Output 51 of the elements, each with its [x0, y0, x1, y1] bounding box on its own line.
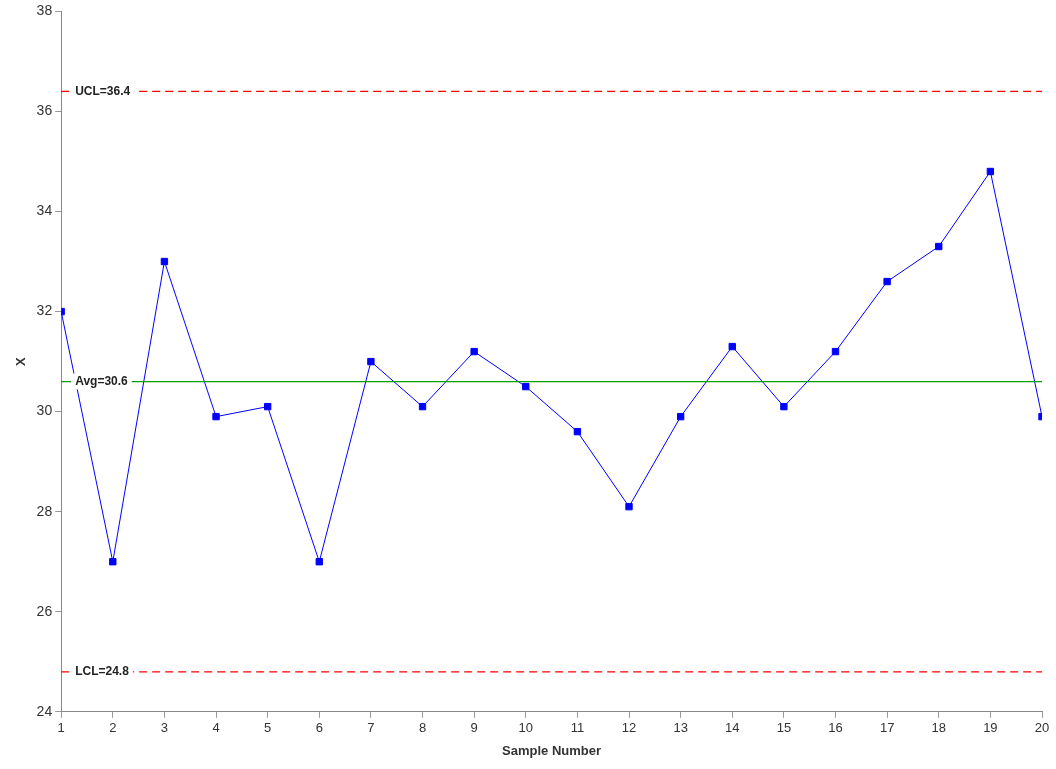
x-tick-label: 11 [570, 720, 585, 736]
x-tick-label: 20 [1034, 720, 1050, 736]
point [676, 412, 685, 421]
point [109, 558, 117, 566]
y-tick-label: 32 [36, 302, 53, 319]
point [625, 503, 633, 511]
x-tick-label: 18 [931, 720, 946, 736]
x-tick-label: 7 [367, 720, 375, 736]
x-tick-label: 1 [57, 720, 65, 736]
point [263, 402, 272, 411]
x-tick-label: 13 [673, 720, 688, 736]
ref-line-label: UCL=36.4 [75, 83, 131, 98]
y-tick-label: 36 [36, 102, 53, 119]
x-tick-label: 9 [470, 720, 478, 736]
x-axis-title: Sample Number [502, 742, 602, 758]
ref-line-label: LCL=24.8 [75, 664, 130, 679]
y-tick-label: 28 [36, 502, 53, 519]
ref-line-label: Avg=30.6 [75, 373, 129, 388]
point [470, 347, 478, 356]
x-tick-label: 8 [418, 720, 427, 736]
y-tick-label: 24 [36, 702, 53, 719]
x-tick-label: 10 [518, 720, 534, 736]
x-tick-label: 17 [879, 720, 895, 736]
point [418, 402, 427, 411]
point [315, 558, 323, 566]
y-tick-label: 38 [36, 2, 53, 19]
x-tick-label: 4 [212, 720, 220, 736]
point [831, 347, 840, 356]
x-tick-label: 19 [983, 720, 998, 736]
point [780, 402, 788, 411]
x-tick-label: 6 [315, 720, 323, 736]
point [728, 342, 736, 351]
x-tick-label: 12 [621, 720, 637, 736]
point [522, 382, 530, 391]
x-tick-label: 15 [776, 720, 792, 736]
point [986, 167, 995, 176]
point [212, 412, 220, 421]
x-tick-label: 16 [828, 720, 843, 736]
y-tick-label: 34 [36, 202, 53, 219]
point [935, 242, 943, 251]
point [367, 357, 375, 366]
y-axis-title: X [13, 356, 29, 366]
x-tick-label: 14 [725, 720, 740, 736]
x-tick-label: 5 [264, 720, 272, 736]
point [883, 277, 891, 286]
y-tick-label: 30 [36, 402, 53, 419]
x-tick-label: 2 [109, 720, 117, 736]
x-tick-label: 3 [160, 720, 169, 736]
point [573, 427, 582, 436]
point [160, 257, 169, 266]
y-tick-label: 26 [36, 602, 53, 619]
